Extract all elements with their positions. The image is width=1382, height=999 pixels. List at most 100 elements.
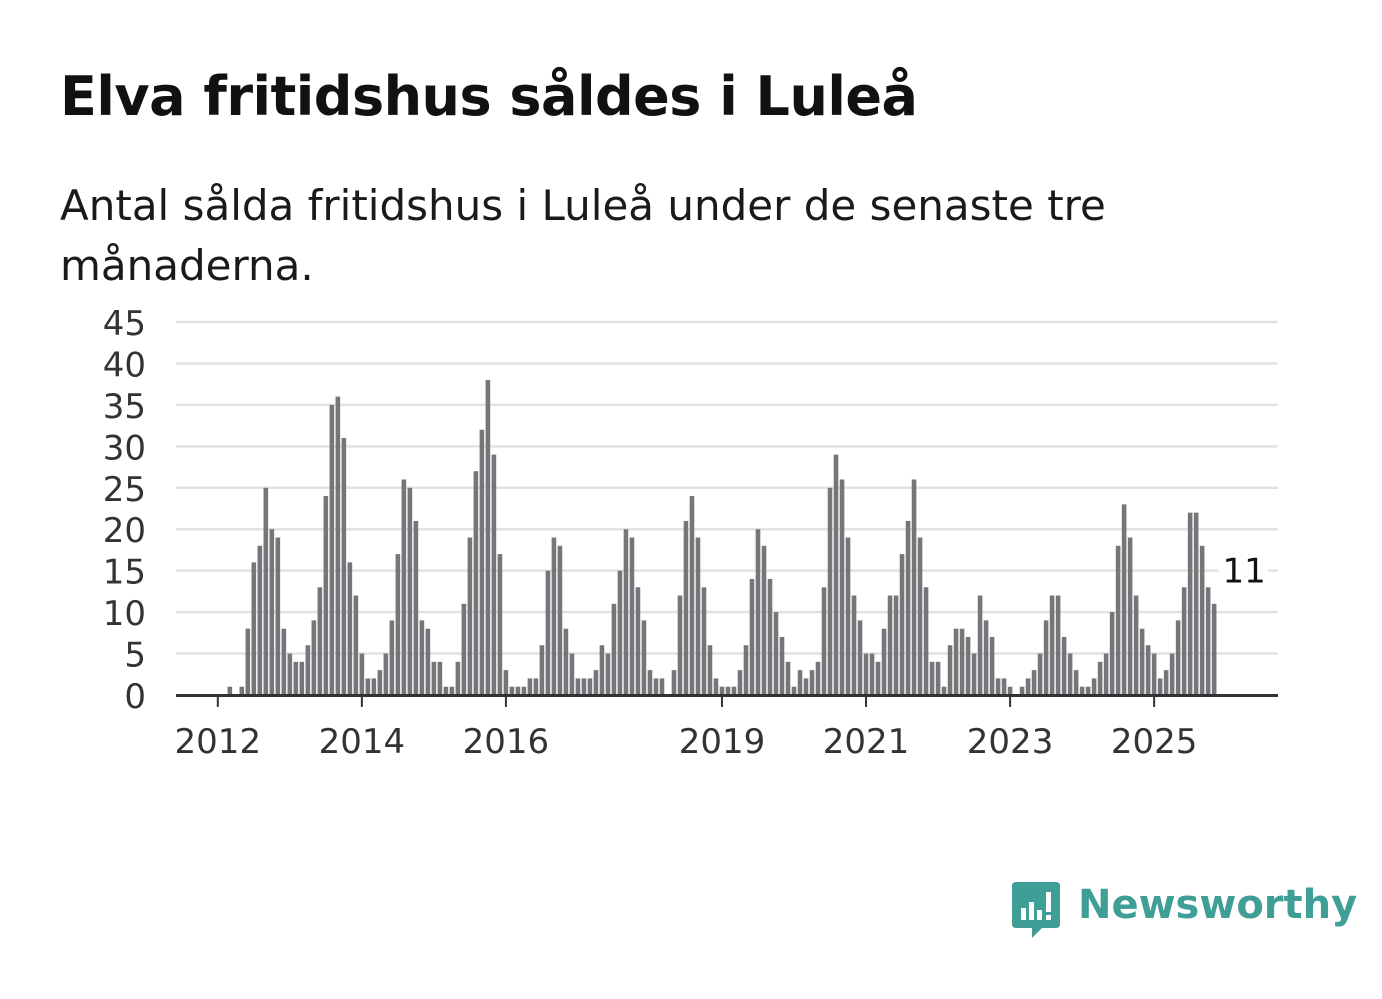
bar: [791, 686, 797, 695]
bar: [1133, 595, 1139, 695]
y-tick-label: 0: [124, 677, 146, 717]
x-tick-label: 2014: [319, 722, 406, 762]
bar: [365, 678, 371, 695]
bar: [485, 380, 491, 695]
x-tick-label: 2019: [679, 722, 766, 762]
bar: [587, 678, 593, 695]
bar: [773, 612, 779, 695]
bar: [1037, 653, 1043, 695]
bar: [1181, 587, 1187, 695]
bar: [755, 529, 761, 695]
bar: [419, 620, 425, 695]
bar: [299, 661, 305, 695]
bar: [635, 587, 641, 695]
bar: [527, 678, 533, 695]
bar: [329, 404, 335, 695]
bar: [767, 578, 773, 695]
bar: [593, 670, 599, 695]
bar: [689, 496, 695, 695]
bar: [965, 636, 971, 695]
bar: [875, 661, 881, 695]
bar: [707, 645, 713, 695]
bar: [425, 628, 431, 695]
bar: [245, 628, 251, 695]
bar: [515, 686, 521, 695]
bar: [851, 595, 857, 695]
bar: [845, 537, 851, 695]
bar: [695, 537, 701, 695]
bar: [275, 537, 281, 695]
bar: [1097, 661, 1103, 695]
bar: [1187, 512, 1193, 695]
bar: [1073, 670, 1079, 695]
bar: [917, 537, 923, 695]
bar: [719, 686, 725, 695]
bar: [491, 454, 497, 695]
bar: [323, 496, 329, 695]
bar: [743, 645, 749, 695]
bar: [281, 628, 287, 695]
bar: [911, 479, 917, 695]
bar: [1139, 628, 1145, 695]
bar: [1019, 686, 1025, 695]
bar: [1115, 545, 1121, 695]
bar: [1079, 686, 1085, 695]
bar: [533, 678, 539, 695]
bar: [839, 479, 845, 695]
bar: [941, 686, 947, 695]
bar: [413, 520, 419, 695]
bar: [623, 529, 629, 695]
bar: [293, 661, 299, 695]
bar: [713, 678, 719, 695]
bar: [1121, 504, 1127, 695]
bar: [431, 661, 437, 695]
bar: [1163, 670, 1169, 695]
bar: [1193, 512, 1199, 695]
bar: [1031, 670, 1037, 695]
bar: [611, 603, 617, 695]
bar: [269, 529, 275, 695]
bar: [467, 537, 473, 695]
bar: [239, 686, 245, 695]
bar: [341, 438, 347, 695]
bar: [1103, 653, 1109, 695]
bar: [785, 661, 791, 695]
bar: [1067, 653, 1073, 695]
bar: [497, 554, 503, 695]
bar: [641, 620, 647, 695]
y-tick-label: 40: [103, 345, 146, 385]
bar: [899, 554, 905, 695]
bar: [437, 661, 443, 695]
bar: [761, 545, 767, 695]
bar: [815, 661, 821, 695]
bar: [683, 520, 689, 695]
bar: [905, 520, 911, 695]
bar: [1157, 678, 1163, 695]
bar: [1169, 653, 1175, 695]
bar: [569, 653, 575, 695]
bar: [1061, 636, 1067, 695]
bar: [893, 595, 899, 695]
bar: [659, 678, 665, 695]
bar: [305, 645, 311, 695]
bar: [731, 686, 737, 695]
bar: [929, 661, 935, 695]
bar: [1043, 620, 1049, 695]
bar: [377, 670, 383, 695]
bar: [737, 670, 743, 695]
x-tick-label: 2025: [1111, 722, 1198, 762]
bar: [809, 670, 815, 695]
bar: [575, 678, 581, 695]
bar: [449, 686, 455, 695]
bar: [869, 653, 875, 695]
bar: [1145, 645, 1151, 695]
y-tick-label: 5: [124, 636, 146, 676]
bar: [539, 645, 545, 695]
bar: [1205, 587, 1211, 695]
bar: [335, 396, 341, 695]
bar: [887, 595, 893, 695]
bar: [257, 545, 263, 695]
bar: [749, 578, 755, 695]
bar: [857, 620, 863, 695]
